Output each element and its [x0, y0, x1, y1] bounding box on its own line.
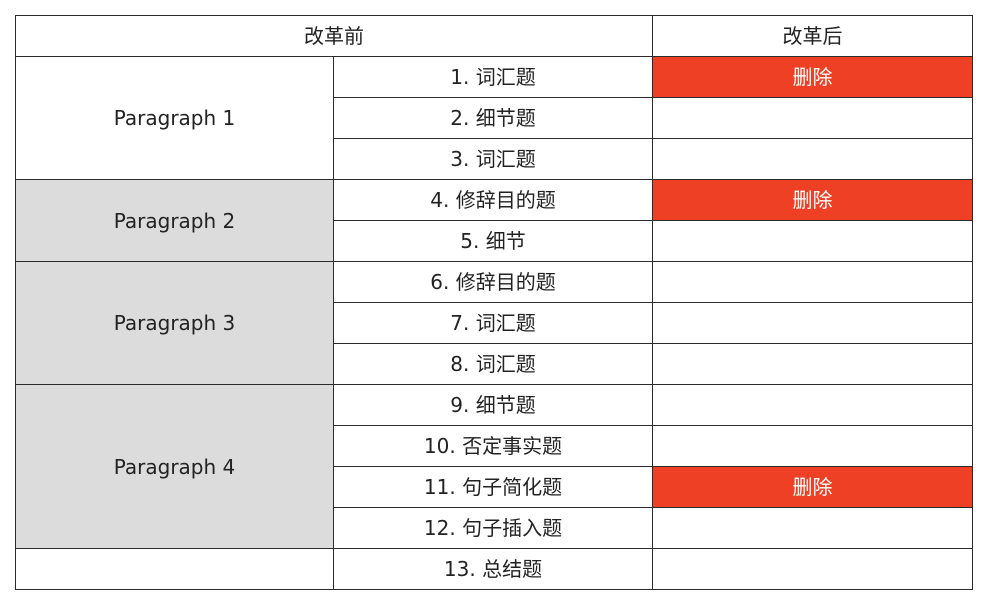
table-row: Paragraph 1 1. 词汇题 删除	[15, 56, 973, 180]
question-cell: 4. 修辞目的题	[333, 179, 653, 221]
table-row: 8. 词汇题	[16, 343, 973, 385]
question-cell: 7. 词汇题	[333, 302, 653, 344]
table-row: 12. 句子插入题	[16, 507, 973, 549]
question-cell: 6. 修辞目的题	[333, 261, 653, 303]
change-cell	[652, 302, 973, 344]
paragraph-3-label: Paragraph 3	[15, 261, 334, 385]
question-cell: 9. 细节题	[333, 384, 653, 426]
table-row: 11. 句子简化题 删除	[16, 466, 973, 508]
reform-comparison-table: 改革前 改革后 Paragraph 1 1. 词汇题 删除 2. 细节题 3. …	[15, 15, 973, 590]
change-cell	[652, 548, 973, 590]
table-row: Paragraph 3 6. 修辞目的题	[15, 261, 973, 385]
change-cell	[652, 384, 973, 426]
paragraph-2-label: Paragraph 2	[15, 179, 334, 262]
question-cell: 2. 细节题	[333, 97, 653, 139]
question-cell: 11. 句子简化题	[333, 466, 653, 508]
change-cell-delete: 删除	[652, 179, 973, 221]
change-cell	[652, 261, 973, 303]
question-cell: 10. 否定事实题	[333, 425, 653, 467]
table-row: 13. 总结题	[15, 548, 973, 590]
question-cell: 3. 词汇题	[333, 138, 653, 180]
table-row: Paragraph 2 4. 修辞目的题 删除	[15, 179, 973, 262]
paragraph-1-label: Paragraph 1	[15, 56, 334, 180]
header-after: 改革后	[652, 15, 973, 57]
header-before: 改革前	[15, 15, 653, 57]
question-cell: 13. 总结题	[333, 548, 653, 590]
change-cell	[652, 507, 973, 549]
change-cell	[652, 343, 973, 385]
paragraph-5-label	[15, 548, 334, 590]
question-cell: 8. 词汇题	[333, 343, 653, 385]
question-cell: 5. 细节	[333, 220, 653, 262]
change-cell	[652, 97, 973, 139]
question-cell: 12. 句子插入题	[333, 507, 653, 549]
table-row: 10. 否定事实题	[16, 425, 973, 467]
table-row: 5. 细节	[16, 220, 973, 262]
change-cell-delete: 删除	[652, 466, 973, 508]
table-row: Paragraph 4 9. 细节题	[15, 384, 973, 549]
paragraph-4-label: Paragraph 4	[15, 384, 334, 549]
change-cell-delete: 删除	[652, 56, 973, 98]
header-row: 改革前 改革后	[15, 15, 973, 57]
change-cell	[652, 425, 973, 467]
change-cell	[652, 220, 973, 262]
change-cell	[652, 138, 973, 180]
question-cell: 1. 词汇题	[333, 56, 653, 98]
table-row: 2. 细节题	[16, 97, 973, 139]
